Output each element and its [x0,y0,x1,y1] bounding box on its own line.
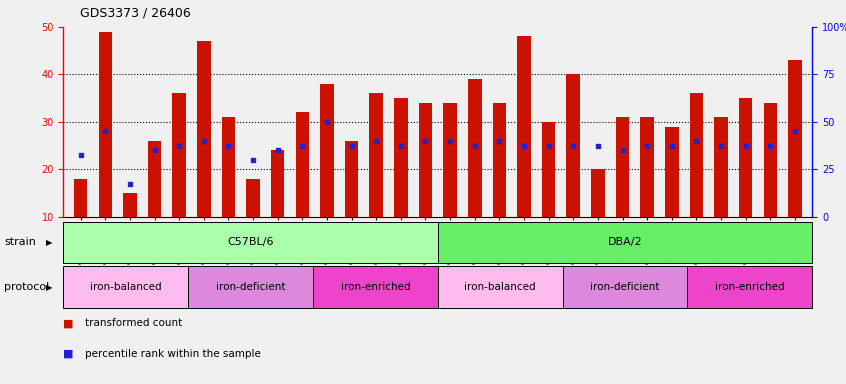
Bar [98,31,112,217]
Bar [63,266,188,308]
Bar [222,117,235,217]
Text: strain: strain [4,237,36,247]
Bar [394,98,408,217]
Bar [640,117,654,217]
Bar [271,151,284,217]
Bar [492,103,506,217]
Text: iron-enriched: iron-enriched [341,282,410,292]
Bar [739,98,752,217]
Bar [714,117,728,217]
Text: percentile rank within the sample: percentile rank within the sample [85,349,261,359]
Bar [437,266,563,308]
Bar [687,266,812,308]
Bar [567,74,580,217]
Bar [74,179,87,217]
Bar [443,103,457,217]
Bar [563,266,687,308]
Text: iron-deficient: iron-deficient [216,282,285,292]
Bar [197,41,211,217]
Text: iron-enriched: iron-enriched [715,282,784,292]
Bar [63,222,437,263]
Text: DBA/2: DBA/2 [607,237,642,247]
Text: ▶: ▶ [46,238,52,247]
Text: GDS3373 / 26406: GDS3373 / 26406 [80,6,191,19]
Bar [665,127,678,217]
Text: ▶: ▶ [46,283,52,292]
Bar [173,93,186,217]
Text: ■: ■ [63,318,74,328]
Text: iron-balanced: iron-balanced [90,282,162,292]
Bar [246,179,260,217]
Bar [616,117,629,217]
Bar [591,169,605,217]
Bar [295,113,309,217]
Bar [689,93,703,217]
Bar [188,266,313,308]
Bar [437,222,812,263]
Bar [764,103,777,217]
Bar [541,122,556,217]
Bar [313,266,437,308]
Bar [320,84,334,217]
Bar [517,36,530,217]
Bar [419,103,432,217]
Text: iron-deficient: iron-deficient [591,282,660,292]
Text: ■: ■ [63,349,74,359]
Bar [788,60,802,217]
Text: transformed count: transformed count [85,318,182,328]
Text: iron-balanced: iron-balanced [464,282,536,292]
Text: protocol: protocol [4,282,49,292]
Bar [124,193,137,217]
Bar [468,79,481,217]
Bar [148,141,162,217]
Bar [345,141,359,217]
Text: C57BL/6: C57BL/6 [228,237,274,247]
Bar [370,93,383,217]
